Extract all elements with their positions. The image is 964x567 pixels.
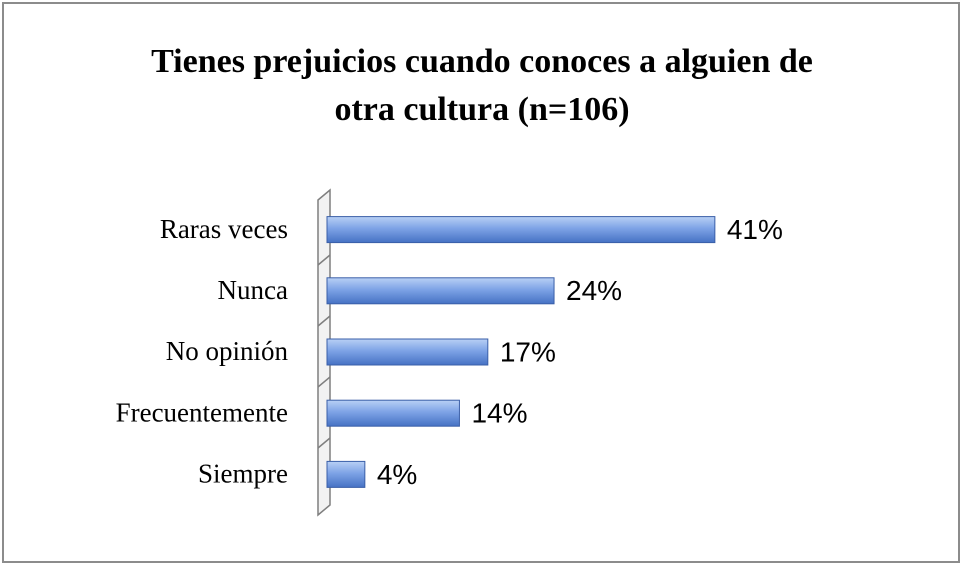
axis-wall [317,188,331,517]
bar [326,460,366,488]
bar [326,338,489,366]
chart-title: Tienes prejuicios cuando conoces a algui… [151,43,813,128]
value-label: 14% [471,398,527,429]
value-label: 24% [566,275,622,306]
category-label: Nunca [218,275,288,305]
value-label: 4% [377,459,417,490]
category-label: Frecuentemente [116,397,288,427]
bar [326,216,716,244]
value-label: 41% [727,214,783,245]
category-label: Raras veces [160,214,288,244]
bar [326,399,460,427]
category-label: No opinión [166,336,289,366]
bar [326,277,555,305]
category-label: Siempre [198,459,288,489]
value-label: 17% [500,336,556,367]
